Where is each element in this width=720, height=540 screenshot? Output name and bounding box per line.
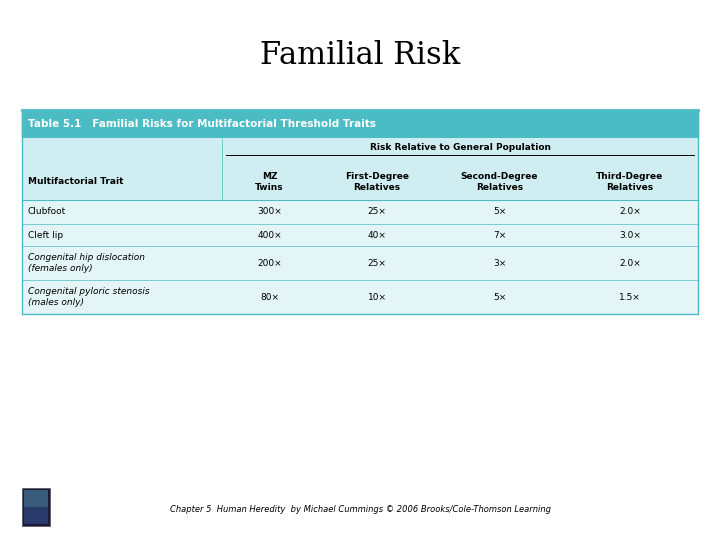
Text: 400×: 400× [257,231,282,240]
Bar [22,110,698,138]
Text: Chapter 5  Human Heredity  by Michael Cummings © 2006 Brooks/Cole-Thomson Learni: Chapter 5 Human Heredity by Michael Cumm… [169,505,551,515]
Text: MZ
Twins: MZ Twins [255,172,284,192]
Bar [22,246,698,280]
Text: 1.5×: 1.5× [619,293,641,301]
Bar [22,280,698,314]
Text: 5×: 5× [493,293,506,301]
Text: Familial Risk: Familial Risk [260,40,460,71]
Text: 10×: 10× [367,293,387,301]
Text: 80×: 80× [260,293,279,301]
Text: 2.0×: 2.0× [619,259,641,267]
Text: 2.0×: 2.0× [619,207,641,217]
Text: 25×: 25× [368,259,387,267]
Bar [22,138,698,164]
Text: 25×: 25× [368,207,387,217]
Text: Table 5.1   Familial Risks for Multifactorial Threshold Traits: Table 5.1 Familial Risks for Multifactor… [28,119,376,129]
Text: 40×: 40× [368,231,387,240]
Text: Cleft lip: Cleft lip [28,231,63,240]
Text: 7×: 7× [493,231,506,240]
Bar [22,488,50,526]
Text: Third-Degree
Relatives: Third-Degree Relatives [596,172,664,192]
Text: 5×: 5× [493,207,506,217]
Text: Risk Relative to General Population: Risk Relative to General Population [369,143,551,152]
Text: Congenital hip dislocation
(females only): Congenital hip dislocation (females only… [28,253,145,273]
Text: Clubfoot: Clubfoot [28,207,66,217]
Text: 200×: 200× [257,259,282,267]
Text: 3.0×: 3.0× [619,231,641,240]
Text: 300×: 300× [257,207,282,217]
Bar [22,164,698,200]
Text: 3×: 3× [493,259,506,267]
Bar [24,507,48,524]
Bar [22,200,698,224]
Text: Second-Degree
Relatives: Second-Degree Relatives [461,172,539,192]
Bar [24,490,48,507]
Text: Congenital pyloric stenosis
(males only): Congenital pyloric stenosis (males only) [28,287,150,307]
Text: Multifactorial Trait: Multifactorial Trait [28,178,124,186]
Bar [22,224,698,246]
Text: First-Degree
Relatives: First-Degree Relatives [345,172,409,192]
